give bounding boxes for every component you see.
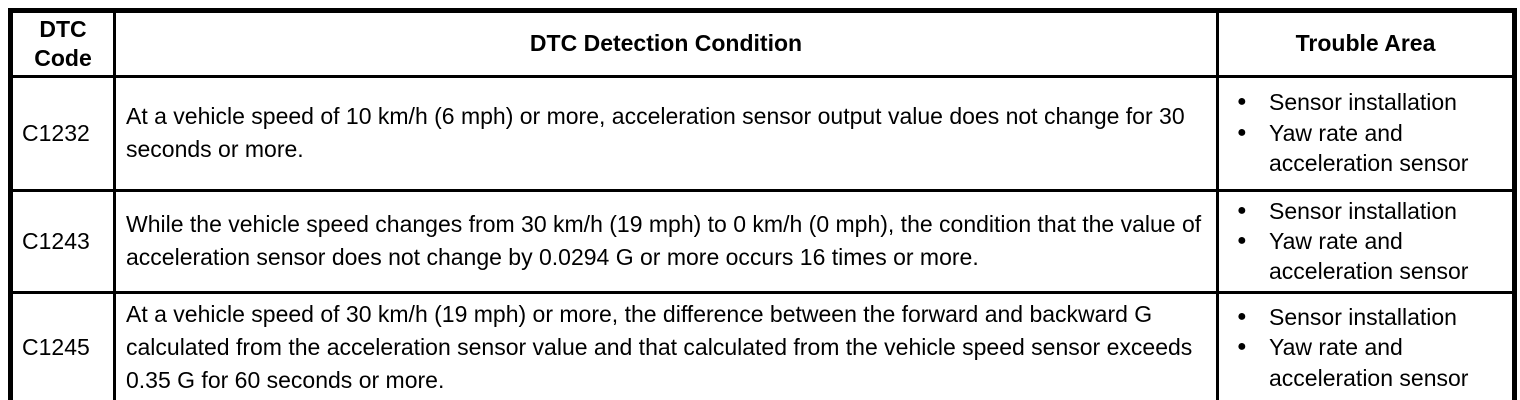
trouble-area-text: Sensor installation [1269,304,1457,331]
bullet-icon: ● [1237,231,1247,249]
trouble-area-item: ● Yaw rate and acceleration sensor [1235,332,1508,393]
bullet-icon: ● [1237,123,1247,141]
dtc-code-cell: C1243 [9,188,116,294]
trouble-area-text: Sensor installation [1269,197,1457,224]
trouble-area-text: Yaw rate and acceleration sensor [1269,334,1469,391]
trouble-area-text: Yaw rate and acceleration sensor [1269,119,1469,177]
trouble-area-item: ● Yaw rate and acceleration sensor [1235,226,1508,287]
detection-condition-cell: While the vehicle speed changes from 30 … [113,188,1219,294]
dtc-code-cell: C1245 [9,290,116,400]
trouble-area-cell: ● Sensor installation ● Yaw rate and acc… [1216,74,1516,192]
table-row: C1232 At a vehicle speed of 10 km/h (6 m… [9,74,1516,192]
trouble-area-cell: ● Sensor installation ● Yaw rate and acc… [1216,188,1516,294]
bullet-icon: ● [1237,308,1247,326]
dtc-code-cell: C1232 [9,74,116,192]
dtc-table-body: C1232 At a vehicle speed of 10 km/h (6 m… [9,74,1516,400]
bullet-icon: ● [1237,93,1247,111]
header-detection-condition: DTC Detection Condition [113,9,1219,78]
header-row: DTC Code DTC Detection Condition Trouble… [9,9,1516,78]
detection-condition-cell: At a vehicle speed of 30 km/h (19 mph) o… [113,290,1219,400]
trouble-area-cell: ● Sensor installation ● Yaw rate and acc… [1216,290,1516,400]
table-row: C1245 At a vehicle speed of 30 km/h (19 … [9,290,1516,400]
header-trouble-area: Trouble Area [1216,9,1516,78]
bullet-icon: ● [1237,201,1247,219]
bullet-icon: ● [1237,338,1247,356]
trouble-area-text: Sensor installation [1269,89,1457,116]
trouble-area-text: Yaw rate and acceleration sensor [1269,227,1469,285]
trouble-area-item: ● Sensor installation [1235,87,1508,117]
trouble-area-item: ● Sensor installation [1235,302,1508,332]
dtc-table: DTC Code DTC Detection Condition Trouble… [8,8,1517,400]
header-dtc-code: DTC Code [9,9,116,78]
trouble-area-item: ● Sensor installation [1235,196,1508,226]
detection-condition-cell: At a vehicle speed of 10 km/h (6 mph) or… [113,74,1219,192]
table-row: C1243 While the vehicle speed changes fr… [9,188,1516,294]
dtc-table-header: DTC Code DTC Detection Condition Trouble… [9,9,1516,78]
trouble-area-item: ● Yaw rate and acceleration sensor [1235,118,1508,179]
